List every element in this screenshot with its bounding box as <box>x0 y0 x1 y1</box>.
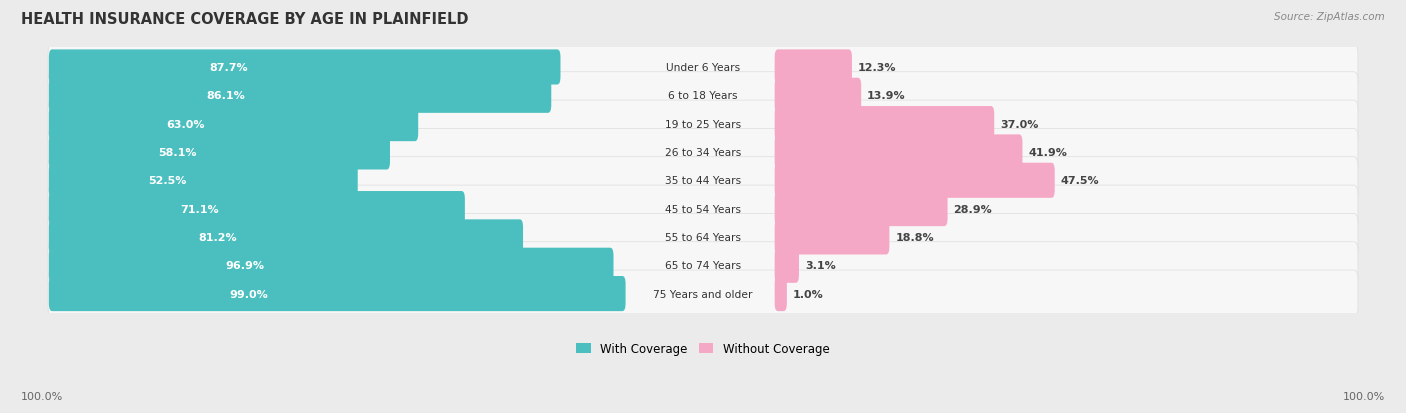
Text: 19 to 25 Years: 19 to 25 Years <box>665 119 741 129</box>
FancyBboxPatch shape <box>49 78 551 114</box>
Text: 37.0%: 37.0% <box>1000 119 1039 129</box>
FancyBboxPatch shape <box>775 135 1022 170</box>
FancyBboxPatch shape <box>49 135 389 170</box>
Text: 41.9%: 41.9% <box>1028 147 1067 157</box>
Text: 100.0%: 100.0% <box>21 391 63 401</box>
Text: 55 to 64 Years: 55 to 64 Years <box>665 233 741 242</box>
Text: 63.0%: 63.0% <box>167 119 205 129</box>
FancyBboxPatch shape <box>775 163 1054 198</box>
Text: Under 6 Years: Under 6 Years <box>666 63 740 73</box>
FancyBboxPatch shape <box>49 220 523 255</box>
FancyBboxPatch shape <box>48 101 1358 148</box>
FancyBboxPatch shape <box>775 276 787 311</box>
FancyBboxPatch shape <box>49 276 626 311</box>
Text: 6 to 18 Years: 6 to 18 Years <box>668 91 738 101</box>
Text: 47.5%: 47.5% <box>1060 176 1099 186</box>
Text: 12.3%: 12.3% <box>858 63 897 73</box>
Text: 75 Years and older: 75 Years and older <box>654 289 752 299</box>
Text: 13.9%: 13.9% <box>868 91 905 101</box>
Text: 71.1%: 71.1% <box>181 204 219 214</box>
FancyBboxPatch shape <box>49 248 613 283</box>
Text: 26 to 34 Years: 26 to 34 Years <box>665 147 741 157</box>
FancyBboxPatch shape <box>775 50 852 85</box>
Text: HEALTH INSURANCE COVERAGE BY AGE IN PLAINFIELD: HEALTH INSURANCE COVERAGE BY AGE IN PLAI… <box>21 12 468 27</box>
Text: 96.9%: 96.9% <box>225 261 264 271</box>
FancyBboxPatch shape <box>775 107 994 142</box>
Text: 58.1%: 58.1% <box>159 147 197 157</box>
FancyBboxPatch shape <box>48 214 1358 261</box>
FancyBboxPatch shape <box>775 248 799 283</box>
FancyBboxPatch shape <box>48 73 1358 119</box>
FancyBboxPatch shape <box>48 129 1358 176</box>
Text: 65 to 74 Years: 65 to 74 Years <box>665 261 741 271</box>
Text: 1.0%: 1.0% <box>793 289 824 299</box>
FancyBboxPatch shape <box>49 107 418 142</box>
Text: 28.9%: 28.9% <box>953 204 993 214</box>
Text: 45 to 54 Years: 45 to 54 Years <box>665 204 741 214</box>
FancyBboxPatch shape <box>49 192 465 227</box>
Text: 3.1%: 3.1% <box>806 261 835 271</box>
FancyBboxPatch shape <box>48 242 1358 289</box>
FancyBboxPatch shape <box>48 185 1358 233</box>
Text: Source: ZipAtlas.com: Source: ZipAtlas.com <box>1274 12 1385 22</box>
FancyBboxPatch shape <box>48 157 1358 204</box>
FancyBboxPatch shape <box>49 50 561 85</box>
FancyBboxPatch shape <box>48 271 1358 317</box>
Text: 81.2%: 81.2% <box>198 233 236 242</box>
FancyBboxPatch shape <box>775 192 948 227</box>
FancyBboxPatch shape <box>48 44 1358 91</box>
Text: 100.0%: 100.0% <box>1343 391 1385 401</box>
Text: 99.0%: 99.0% <box>229 289 267 299</box>
Text: 52.5%: 52.5% <box>149 176 187 186</box>
FancyBboxPatch shape <box>775 78 860 114</box>
Legend: With Coverage, Without Coverage: With Coverage, Without Coverage <box>576 343 830 356</box>
FancyBboxPatch shape <box>49 163 357 198</box>
Text: 35 to 44 Years: 35 to 44 Years <box>665 176 741 186</box>
FancyBboxPatch shape <box>775 220 890 255</box>
Text: 86.1%: 86.1% <box>207 91 246 101</box>
Text: 87.7%: 87.7% <box>209 63 247 73</box>
Text: 18.8%: 18.8% <box>896 233 934 242</box>
